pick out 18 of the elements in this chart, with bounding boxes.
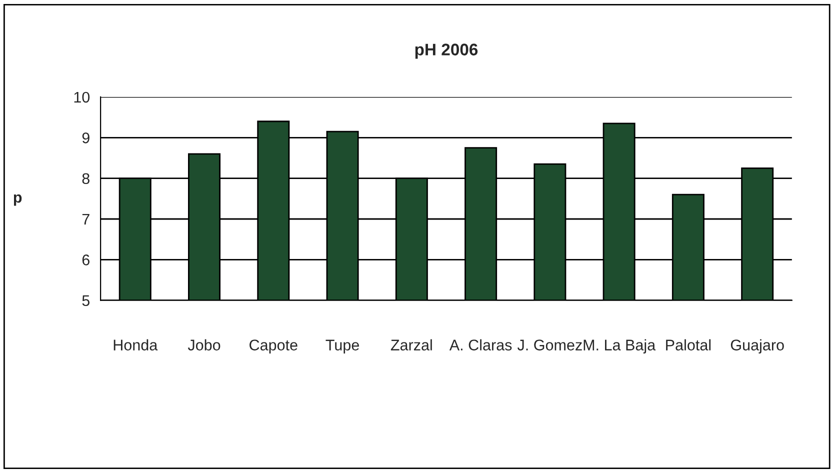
x-tick-label: Tupe bbox=[326, 340, 359, 354]
y-tick-label: 6 bbox=[82, 254, 90, 266]
y-tick-label: 5 bbox=[82, 295, 90, 306]
x-tick-label: M. La Baja bbox=[584, 339, 656, 354]
x-tick-label: Zarzal bbox=[390, 339, 432, 350]
y-axis-title: p bbox=[14, 194, 22, 206]
y-tick-label: 9 bbox=[82, 132, 90, 144]
y-tick-label: 8 bbox=[82, 173, 90, 184]
y-tick-label: 10 bbox=[74, 92, 90, 103]
x-tick-label: Jobo bbox=[188, 339, 220, 350]
x-tick-label: A. Claras bbox=[449, 339, 512, 350]
x-tick-label: Guajaro bbox=[730, 339, 784, 354]
x-tick-label: Palotal bbox=[666, 339, 711, 350]
x-tick-label: J. Gomez bbox=[517, 340, 582, 350]
chart-title: pH 2006 bbox=[415, 44, 478, 59]
x-tick-label: Honda bbox=[114, 339, 158, 350]
x-tick-label: Capote bbox=[250, 340, 298, 354]
y-tick-label: 7 bbox=[82, 214, 90, 225]
